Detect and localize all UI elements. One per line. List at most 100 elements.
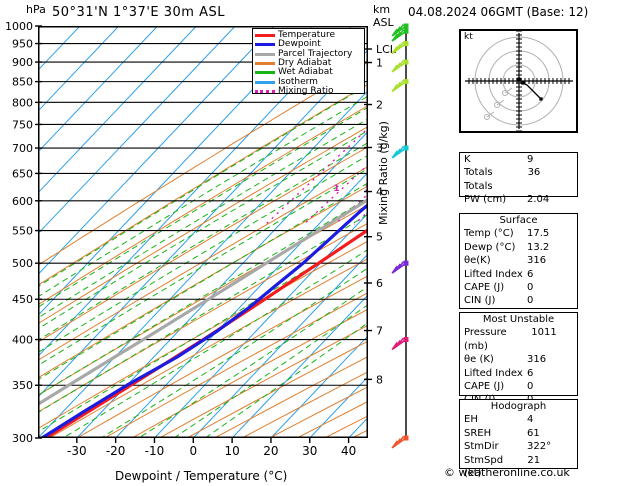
legend: Temperature Dewpoint Parcel Trajectory Dry … [252, 28, 365, 96]
table-heading: Hodograph [490, 401, 547, 412]
legend-item-parcel-trajectory: Parcel Trajectory [255, 48, 362, 59]
table-row: Temp (°C) 17.5 [460, 227, 577, 240]
legend-item-wet-adiabat: Wet Adiabat [255, 68, 362, 77]
table-row: Dewp (°C) 13.2 [460, 241, 577, 254]
height-unit-label-asl: ASL [373, 16, 394, 29]
table-row: θe(K) 316 [460, 254, 577, 267]
svg-text:650: 650 [12, 167, 33, 180]
svg-text:0: 0 [189, 444, 197, 458]
svg-text:300: 300 [12, 432, 33, 445]
svg-text:1000: 1000 [5, 20, 33, 33]
row-value: 322° [527, 441, 552, 453]
svg-text:600: 600 [12, 195, 33, 208]
hodograph-unit-label: kt [464, 32, 473, 42]
svg-text:850: 850 [12, 76, 33, 89]
table-row: Lifted Index 6 [460, 268, 577, 281]
row-label: Pressure (mb) [464, 327, 507, 352]
table-row: CIN (J) 0 [460, 294, 577, 307]
row-label: θe(K) [464, 255, 491, 267]
row-label: CIN (J) [464, 295, 496, 307]
row-value: 0 [527, 282, 534, 294]
row-value: 0 [527, 381, 534, 393]
row-label: Lifted Index [464, 268, 523, 280]
svg-text:10: 10 [224, 444, 239, 458]
svg-text:6: 6 [376, 277, 383, 290]
row-label: CAPE (J) [464, 282, 505, 294]
svg-text:5: 5 [376, 231, 383, 244]
svg-text:-10: -10 [145, 444, 165, 458]
row-label: K [464, 154, 471, 165]
row-label: SREH [464, 427, 492, 439]
hodograph: kt [459, 29, 578, 133]
legend-label: Temperature [278, 30, 336, 41]
table-row: StmDir 322° [460, 440, 577, 453]
legend-item-isotherm: Isotherm [255, 77, 362, 86]
legend-label: Parcel Trajectory [278, 48, 353, 59]
legend-label: Dewpoint [278, 39, 321, 50]
row-value: 0 [527, 295, 534, 307]
svg-text:20: 20 [263, 444, 278, 458]
row-value: 61 [527, 427, 540, 439]
svg-text:LCL: LCL [376, 43, 397, 56]
svg-text:700: 700 [12, 142, 33, 155]
legend-item-temperature: Temperature [255, 31, 362, 40]
row-value: 2.04 [527, 194, 550, 206]
legend-swatch [255, 62, 275, 66]
legend-item-mixing-ratio: Mixing Ratio [255, 85, 362, 96]
date-header: 04.08.2024 06GMT (Base: 12) [408, 5, 589, 19]
table-row: PW (cm) 2.04 [460, 193, 577, 206]
svg-text:4: 4 [376, 186, 383, 199]
table-row: StmSpd (kt) 21 [460, 454, 577, 481]
legend-swatch [255, 34, 275, 38]
row-label: CAPE (J) [464, 381, 505, 393]
table-surface: Surface Temp (°C) 17.5 Dewp (°C) 13.2 θe(K) 31… [459, 213, 578, 309]
row-label: θe (K) [464, 354, 494, 366]
copyright-text: © weatheronline.co.uk [444, 466, 570, 479]
table-heading: Surface [499, 215, 538, 226]
legend-item-dry-adiabat: Dry Adiabat [255, 59, 362, 68]
table-row: Pressure (mb) 1011 [460, 326, 577, 353]
svg-text:40: 40 [341, 444, 356, 458]
table-most-unstable: Most Unstable Pressure (mb) 1011 θe (K) 316 L… [459, 312, 578, 405]
legend-label: Mixing Ratio [278, 85, 334, 96]
table-row: θe (K) 316 [460, 353, 577, 366]
svg-text:350: 350 [12, 379, 33, 392]
svg-text:1: 1 [376, 57, 383, 70]
svg-text:-20: -20 [106, 444, 126, 458]
mixing-ratio-axis-label: Mixing Ratio (g/kg) [377, 121, 390, 225]
legend-swatch [255, 80, 275, 84]
row-label: Lifted Index [464, 367, 523, 379]
legend-swatch [255, 43, 275, 47]
row-value: 4 [527, 414, 534, 426]
table-heading: Most Unstable [482, 314, 555, 325]
legend-label: Dry Adiabat [278, 58, 332, 69]
height-unit-label-km: km [373, 3, 391, 16]
table-row: Totals Totals 36 [460, 166, 577, 193]
svg-text:950: 950 [12, 38, 33, 51]
legend-label: Wet Adiabat [278, 67, 333, 78]
svg-text:30: 30 [302, 444, 317, 458]
svg-text:750: 750 [12, 118, 33, 131]
row-value: 316 [527, 255, 547, 267]
x-axis-label: Dewpoint / Temperature (°C) [115, 469, 288, 483]
legend-swatch [255, 52, 275, 56]
row-label: EH [464, 414, 478, 426]
svg-text:1: 1 [333, 184, 339, 194]
row-value: 36 [527, 167, 541, 179]
table-row: CAPE (J) 0 [460, 281, 577, 294]
row-label: StmDir [464, 441, 499, 453]
table-row: EH 4 [460, 413, 577, 426]
skewt-diagram: 12 [38, 26, 368, 438]
svg-text:900: 900 [12, 56, 33, 69]
legend-swatch [255, 71, 275, 75]
svg-text:500: 500 [12, 257, 33, 270]
row-label: StmSpd (kt) [464, 454, 504, 480]
legend-label: Isotherm [278, 76, 318, 87]
svg-text:550: 550 [12, 225, 33, 238]
svg-text:7: 7 [376, 325, 383, 338]
svg-text:8: 8 [376, 373, 383, 386]
legend-item-dewpoint: Dewpoint [255, 40, 362, 49]
svg-text:400: 400 [12, 334, 33, 347]
